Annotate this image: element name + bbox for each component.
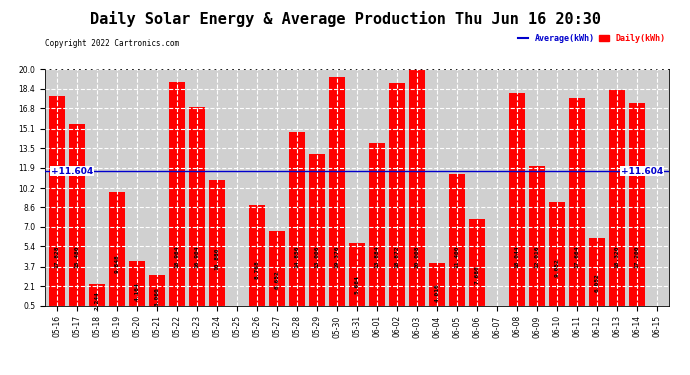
Text: 18.964: 18.964: [175, 246, 179, 268]
Text: +11.604: +11.604: [621, 166, 663, 176]
Text: 20.008: 20.008: [415, 246, 420, 268]
Bar: [409, 69, 425, 312]
Text: 17.664: 17.664: [575, 246, 580, 268]
Bar: [529, 166, 545, 312]
Bar: [149, 274, 165, 312]
Text: 17.828: 17.828: [55, 246, 59, 268]
Bar: [429, 263, 445, 312]
Bar: [169, 82, 185, 312]
Bar: [89, 285, 105, 312]
Bar: [329, 77, 345, 312]
Text: 14.856: 14.856: [295, 246, 299, 268]
Bar: [609, 90, 625, 312]
Bar: [349, 243, 365, 312]
Text: 11.400: 11.400: [455, 246, 460, 268]
Text: 8.768: 8.768: [255, 260, 259, 279]
Bar: [549, 202, 565, 312]
Bar: [109, 192, 125, 312]
Bar: [269, 231, 285, 312]
Text: 12.016: 12.016: [535, 246, 540, 268]
Text: 13.006: 13.006: [315, 246, 319, 268]
Text: 4.016: 4.016: [435, 283, 440, 302]
Bar: [289, 132, 305, 312]
Text: 10.880: 10.880: [215, 248, 219, 270]
Bar: [69, 124, 85, 312]
Bar: [249, 206, 265, 312]
Text: 9.052: 9.052: [555, 258, 560, 277]
Bar: [449, 174, 465, 312]
Text: 16.904: 16.904: [195, 246, 199, 268]
Bar: [469, 219, 485, 312]
Text: 9.848: 9.848: [115, 255, 119, 273]
Bar: [209, 180, 225, 312]
Text: 18.320: 18.320: [615, 246, 620, 268]
Bar: [49, 96, 65, 312]
Text: 18.872: 18.872: [395, 246, 400, 268]
Text: 18.044: 18.044: [515, 246, 520, 268]
Text: 4.164: 4.164: [135, 282, 139, 301]
Bar: [389, 83, 405, 312]
Bar: [309, 154, 325, 312]
Text: 15.480: 15.480: [75, 246, 79, 268]
Text: +11.604: +11.604: [51, 166, 93, 176]
Text: 2.244: 2.244: [95, 291, 99, 310]
Text: Daily Solar Energy & Average Production Thu Jun 16 20:30: Daily Solar Energy & Average Production …: [90, 11, 600, 27]
Bar: [129, 261, 145, 312]
Bar: [589, 238, 605, 312]
Bar: [629, 103, 645, 312]
Bar: [569, 98, 585, 312]
Text: 17.200: 17.200: [635, 246, 640, 268]
Bar: [509, 93, 525, 312]
Legend: Average(kWh), Daily(kWh): Average(kWh), Daily(kWh): [515, 30, 669, 46]
Text: 6.052: 6.052: [595, 273, 600, 292]
Text: 3.060: 3.060: [155, 288, 159, 306]
Text: 13.884: 13.884: [375, 246, 380, 268]
Text: 7.680: 7.680: [475, 265, 480, 284]
Text: 5.664: 5.664: [355, 275, 359, 294]
Text: 6.652: 6.652: [275, 270, 279, 289]
Text: 19.376: 19.376: [335, 246, 339, 268]
Text: Copyright 2022 Cartronics.com: Copyright 2022 Cartronics.com: [45, 39, 179, 48]
Bar: [369, 144, 385, 312]
Bar: [189, 107, 205, 312]
